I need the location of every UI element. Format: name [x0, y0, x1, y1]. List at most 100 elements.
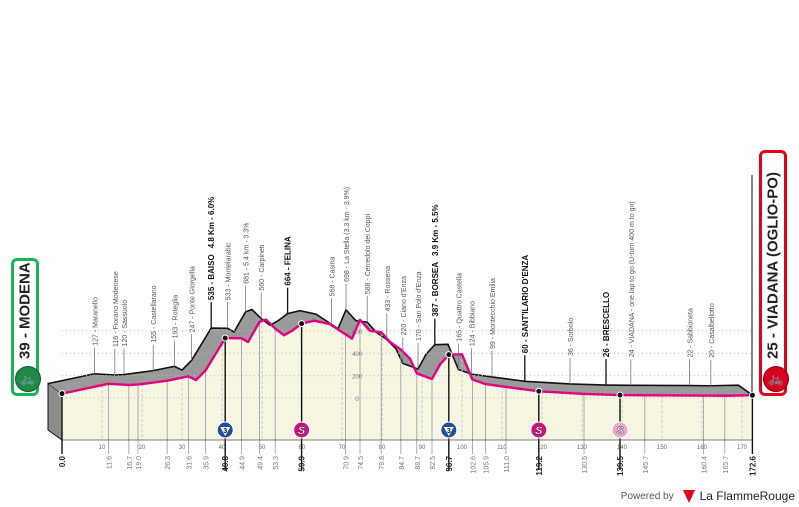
kom-category: 3: [447, 428, 451, 435]
x-tick-label: 100: [457, 445, 468, 451]
profile-area: [62, 319, 753, 440]
x-tick-label: 150: [657, 445, 668, 451]
waypoint-label: 165 - Quattro Castella: [456, 273, 463, 342]
kom-triangle-icon: [443, 427, 454, 436]
km-label: 165.7: [723, 456, 730, 474]
waypoint-label: 664 - FELINA: [284, 236, 293, 286]
x-tick-label: 140: [617, 445, 628, 451]
waypoint-label: 127 - Maranello: [92, 297, 99, 346]
waypoint-label: 60 - SANT'ILARIO D'ENZA: [521, 255, 530, 354]
powered-by-footer: Powered by La FlammeRouge: [621, 489, 795, 503]
waypoint-label: 387 - BORSEA: [431, 262, 440, 317]
cyclist-start-icon: 🚲: [15, 366, 41, 392]
sprint-marker-icon: [530, 421, 548, 439]
km-label: 16.7: [127, 456, 134, 470]
x-tick-label: 160: [697, 445, 708, 451]
waypoint-label: 247 - Ponte Giorgella: [190, 266, 197, 332]
climb-info-label: 4.8 Km - 6.0%: [207, 197, 216, 249]
start-label: 39 - MODENA: [16, 262, 34, 359]
waypoint-label: 120 - Sassuolo: [122, 300, 129, 347]
cyclist-finish-icon: 🚲: [763, 366, 789, 392]
km-label: 19.0: [136, 456, 143, 470]
brand-name: La FlammeRouge: [699, 489, 795, 503]
km-label: 59.9: [298, 455, 307, 471]
km-label: 119.2: [535, 455, 544, 475]
km-label: 102.6: [470, 456, 477, 474]
waypoint-label: 20 - Casalbellotto: [709, 303, 716, 358]
waypoint-label: 26 - BRESCELLO: [602, 292, 611, 357]
climb-info-label: 3.9 Km - 5.5%: [431, 204, 440, 256]
sprint-letter: S: [298, 425, 306, 437]
waypoint-dot: [535, 387, 543, 395]
waypoint-dot: [616, 391, 624, 399]
finish-badge: 25 - VIADANA (OGLIO-PO) 🚲: [759, 150, 789, 396]
x-tick-label: 70: [339, 445, 346, 451]
profile-top-band: [48, 309, 753, 396]
waypoint-dot: [221, 334, 229, 342]
start-badge: 39 - MODENA 🚲: [11, 258, 41, 396]
sprint-letter: S: [616, 425, 624, 437]
km-label: 31.6: [186, 456, 193, 470]
km-label: 145.7: [643, 456, 650, 474]
profile-front-line: [61, 318, 753, 397]
km-label: 26.3: [165, 456, 172, 470]
waypoint-label: 560 - Carpineti: [259, 244, 266, 290]
km-label: 139.5: [616, 455, 625, 476]
x-tick-label: 60: [299, 445, 306, 451]
x-tick-label: 130: [577, 445, 588, 451]
waypoint-label: 36 - Sorbolo: [568, 318, 575, 356]
waypoint-label: 116 - Fiorano Modenese: [113, 271, 120, 347]
kom-category: 3: [223, 428, 227, 435]
x-tick-label: 50: [259, 445, 266, 451]
x-tick-label: 90: [419, 445, 426, 451]
km-label: 0.0: [58, 455, 67, 467]
km-label: 35.9: [204, 456, 211, 470]
waypoint-label: 155 - Castellarano: [151, 285, 158, 342]
waypoint-dot: [445, 351, 453, 359]
waypoint-dot: [748, 391, 756, 399]
km-label: 105.9: [484, 456, 491, 474]
km-label: 172.6: [748, 455, 757, 476]
x-tick-label: 80: [379, 445, 386, 451]
waypoint-label: 124 - Bibbiano: [470, 301, 477, 346]
waypoint-label: 22 - Sabbioneta: [688, 308, 695, 358]
km-label: 88.7: [415, 456, 422, 470]
km-label: 79.8: [379, 456, 386, 470]
y-tick-label: 0: [355, 397, 359, 403]
km-label: 40.8: [221, 455, 230, 471]
y-tick-label: 200: [352, 375, 363, 381]
flamme-rouge-logo-icon: [682, 489, 695, 503]
waypoint-label: 681 - 5.4 km - 3.3%: [244, 223, 251, 284]
x-tick-label: 40: [219, 445, 226, 451]
y-tick-label: 600: [352, 330, 363, 336]
km-label: 11.6: [106, 456, 113, 469]
waypoint-label: 193 - Roteglia: [172, 295, 179, 339]
waypoint-label: 24 - VIADANA - one lap to go (U-turn 400…: [629, 201, 636, 357]
x-tick-label: 10: [99, 445, 106, 451]
km-label: 44.9: [240, 456, 247, 470]
km-label: 53.3: [273, 456, 280, 470]
waypoint-label: 533 - Montelarabic: [226, 242, 233, 300]
km-label: 130.5: [582, 456, 589, 474]
sprint-marker-icon: [611, 421, 629, 439]
km-label: 111.0: [504, 456, 511, 473]
km-label: 84.7: [399, 456, 406, 470]
x-tick-label: 20: [139, 445, 146, 451]
x-tick-label: 110: [497, 445, 507, 451]
waypoint-label: 433 - Rossena: [385, 266, 392, 312]
x-tick-label: 170: [737, 445, 748, 451]
sprint-marker-icon: [293, 421, 311, 439]
waypoint-label: 535 - BAISO: [207, 254, 216, 300]
x-tick-label: 30: [179, 445, 186, 451]
powered-by-text: Powered by: [620, 490, 674, 502]
waypoint-label: 588 - Cerredolo dei Coppi: [365, 214, 372, 295]
waypoint-label: 99 - Montecchio Emilia: [490, 278, 497, 349]
km-label: 160.4: [702, 456, 709, 474]
km-label: 70.9: [344, 456, 351, 470]
km-label: 96.7: [445, 455, 454, 471]
waypoint-label: 568 - Casina: [330, 257, 337, 297]
km-label: 92.5: [430, 456, 437, 470]
sprint-letter: S: [535, 425, 543, 437]
km-label: 49.4: [258, 456, 265, 470]
